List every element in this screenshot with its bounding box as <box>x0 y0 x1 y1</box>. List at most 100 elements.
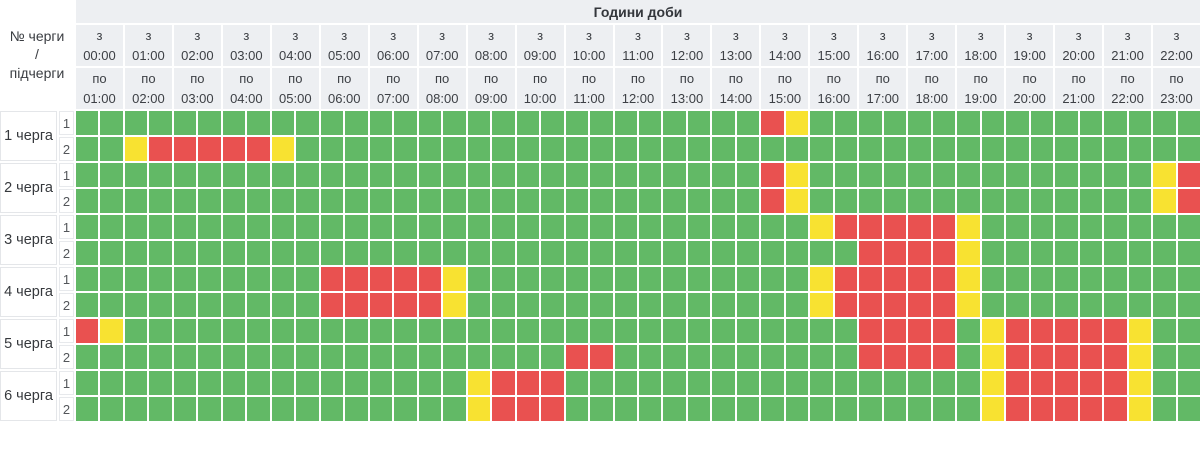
schedule-cell <box>712 293 735 317</box>
schedule-cell <box>516 189 540 213</box>
col-time-to: 04:00 <box>230 90 263 106</box>
schedule-cell <box>638 111 662 135</box>
schedule-cell <box>1104 397 1127 421</box>
schedule-cell <box>1030 189 1054 213</box>
schedule-cell <box>1153 163 1176 187</box>
schedule-cell <box>1079 163 1103 187</box>
schedule-cell <box>712 215 735 239</box>
schedule-cell <box>590 137 613 161</box>
schedule-cell <box>394 215 417 239</box>
schedule-cell <box>614 189 637 213</box>
schedule-cell <box>981 241 1005 265</box>
schedule-cell <box>614 241 637 265</box>
schedule-cell <box>418 163 442 187</box>
schedule-cell <box>394 241 417 265</box>
schedule-cell <box>1030 111 1054 135</box>
schedule-cell <box>712 345 735 369</box>
queue-label: 4 черга <box>0 267 57 317</box>
col-time-from: 11:00 <box>622 47 654 63</box>
col-time-from: 15:00 <box>817 47 851 63</box>
schedule-cell <box>369 189 393 213</box>
schedule-cell <box>810 137 833 161</box>
col-prefix-from: з <box>683 28 690 43</box>
col-header-from: з 19:00 <box>1006 25 1054 66</box>
schedule-cell <box>712 241 735 265</box>
schedule-cell <box>883 189 907 213</box>
schedule-cell <box>957 163 980 187</box>
subqueue-number: 2 <box>59 241 74 265</box>
schedule-cell <box>957 345 980 369</box>
outage-schedule-table: № черги / підчерги Години доби з 00:00 по 0… <box>0 0 1200 421</box>
schedule-cell <box>76 293 99 317</box>
schedule-cell <box>1055 163 1078 187</box>
schedule-cell <box>834 215 858 239</box>
schedule-cell <box>908 111 931 135</box>
col-prefix-to: по <box>777 71 792 86</box>
col-time-to: 12:00 <box>621 90 655 106</box>
schedule-cell <box>247 137 270 161</box>
schedule-cell <box>687 267 711 291</box>
schedule-cell <box>271 371 295 395</box>
schedule-cell <box>859 215 882 239</box>
schedule-cell <box>149 397 172 421</box>
schedule-cell <box>908 293 931 317</box>
schedule-cell <box>1104 267 1127 291</box>
col-prefix-from: з <box>488 28 495 43</box>
schedule-cell <box>590 189 613 213</box>
schedule-cell <box>173 215 197 239</box>
col-prefix-from: з <box>292 28 299 43</box>
col-time-to: 16:00 <box>817 90 851 106</box>
schedule-cell <box>320 215 344 239</box>
schedule-cell <box>222 137 246 161</box>
table-title: Години доби <box>76 0 1200 23</box>
schedule-cell <box>369 397 393 421</box>
schedule-cell <box>1006 111 1029 135</box>
schedule-cell <box>810 215 833 239</box>
subqueue-number: 2 <box>59 137 74 161</box>
schedule-cell <box>124 319 148 343</box>
schedule-cell <box>271 397 295 421</box>
schedule-cell <box>1079 189 1103 213</box>
schedule-cell <box>271 111 295 135</box>
schedule-cell <box>810 189 833 213</box>
schedule-cell <box>443 241 466 265</box>
col-header-to: по 15:00 <box>761 68 809 109</box>
schedule-cell <box>1079 397 1103 421</box>
col-prefix-to: по <box>190 71 205 86</box>
schedule-cell <box>1055 241 1078 265</box>
schedule-cell <box>614 319 637 343</box>
schedule-cell <box>736 293 760 317</box>
schedule-cell <box>296 163 319 187</box>
schedule-cell <box>908 241 931 265</box>
schedule-cell <box>1153 319 1176 343</box>
schedule-cell <box>1030 137 1054 161</box>
schedule-cell <box>638 319 662 343</box>
schedule-cell <box>1104 163 1127 187</box>
schedule-cell <box>320 137 344 161</box>
schedule-cell <box>590 215 613 239</box>
schedule-cell <box>198 371 221 395</box>
schedule-cell <box>908 215 931 239</box>
schedule-cell <box>271 163 295 187</box>
schedule-cell <box>1177 215 1200 239</box>
schedule-cell <box>663 111 686 135</box>
schedule-cell <box>638 189 662 213</box>
col-prefix-from: з <box>732 28 739 43</box>
schedule-cell <box>222 371 246 395</box>
col-header-from: з 22:00 <box>1153 25 1200 66</box>
schedule-cell <box>785 215 809 239</box>
col-prefix-from: з <box>1026 28 1033 43</box>
schedule-cell <box>932 189 956 213</box>
schedule-cell <box>1006 137 1029 161</box>
col-prefix-to: по <box>875 71 890 86</box>
schedule-cell <box>761 345 784 369</box>
schedule-cell <box>198 163 221 187</box>
schedule-cell <box>638 267 662 291</box>
schedule-cell <box>859 111 882 135</box>
schedule-cell <box>1153 371 1176 395</box>
schedule-cell <box>541 241 564 265</box>
schedule-cell <box>736 319 760 343</box>
schedule-cell <box>516 293 540 317</box>
schedule-cell <box>320 111 344 135</box>
schedule-cell <box>100 267 123 291</box>
